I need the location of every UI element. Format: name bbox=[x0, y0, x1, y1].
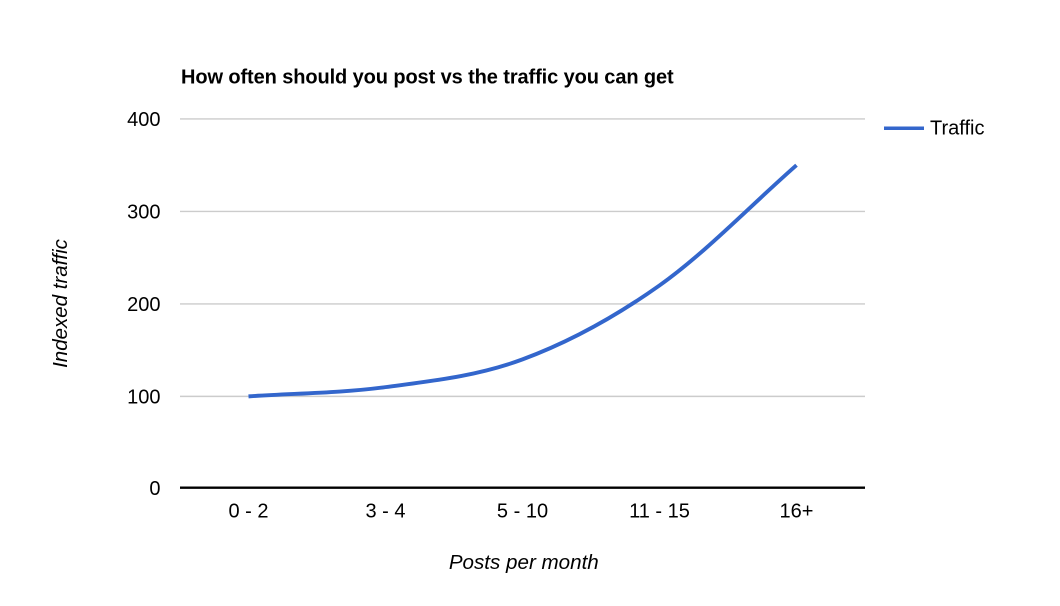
svg-text:3 - 4: 3 - 4 bbox=[365, 501, 405, 523]
svg-text:Indexed traffic: Indexed traffic bbox=[49, 238, 72, 368]
svg-text:Posts per month: Posts per month bbox=[449, 551, 599, 574]
svg-text:16+: 16+ bbox=[780, 501, 814, 523]
svg-text:11 - 15: 11 - 15 bbox=[629, 501, 690, 523]
svg-text:200: 200 bbox=[127, 294, 160, 316]
svg-text:0 - 2: 0 - 2 bbox=[228, 501, 268, 523]
svg-text:0: 0 bbox=[149, 478, 160, 500]
svg-text:5 - 10: 5 - 10 bbox=[497, 501, 548, 523]
svg-text:300: 300 bbox=[127, 202, 160, 224]
svg-text:400: 400 bbox=[127, 109, 160, 131]
svg-text:How often should you post vs t: How often should you post vs the traffic… bbox=[181, 66, 674, 88]
svg-text:Traffic: Traffic bbox=[930, 118, 984, 140]
svg-text:100: 100 bbox=[127, 387, 160, 409]
